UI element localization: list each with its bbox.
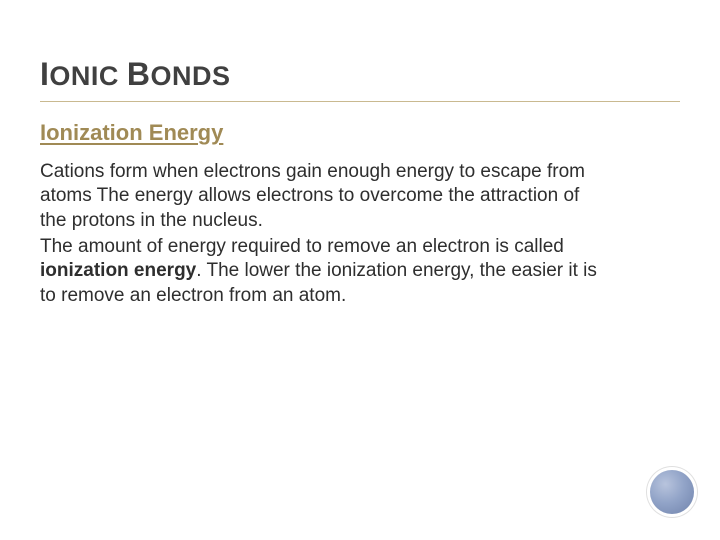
title-word2-rest: ONDS [151,61,231,91]
title-underline [40,101,680,102]
slide-title: IONIC BONDS [40,56,680,93]
paragraph-2-pre: The amount of energy required to remove … [40,236,564,257]
title-space [119,61,127,91]
subheading: Ionization Energy [40,120,680,146]
paragraph-2: The amount of energy required to remove … [40,235,600,308]
paragraph-2-term: ionization energy [40,260,196,281]
paragraph-1: Cations form when electrons gain enough … [40,160,600,233]
title-word1-cap: I [40,56,49,92]
body-text: Cations form when electrons gain enough … [40,160,600,308]
title-word2-cap: B [127,56,151,92]
slide: IONIC BONDS Ionization Energy Cations fo… [0,0,720,540]
title-word1-rest: ONIC [49,61,119,91]
decorative-sphere-icon [650,470,694,514]
